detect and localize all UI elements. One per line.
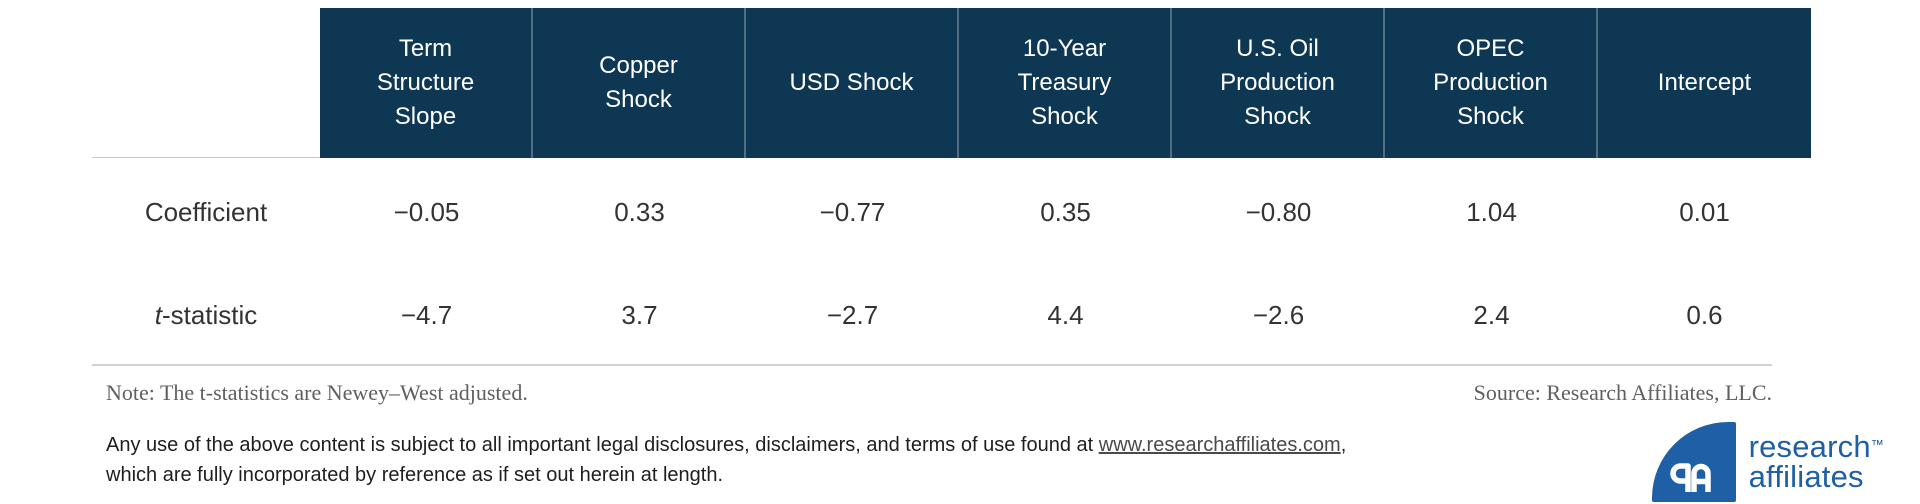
note-divider	[92, 364, 1772, 366]
table-cell: −4.7	[400, 299, 453, 330]
logo-word-research: research	[1748, 429, 1871, 464]
trademark-symbol: ™	[1870, 437, 1884, 452]
column-header-copper-shock: Copper Shock	[533, 8, 746, 158]
table-cell: −0.77	[819, 196, 886, 227]
logo-word-affiliates: affiliates	[1748, 459, 1864, 494]
table-cell: −0.05	[393, 196, 460, 227]
column-header-10-year-treasury-shock: 10-Year Treasury Shock	[959, 8, 1172, 158]
table-cell: 4.4	[1047, 299, 1084, 330]
table-cell: 1.04	[1466, 196, 1517, 227]
regression-results-table: Term Structure Slope Copper Shock USD Sh…	[92, 8, 1920, 364]
disclaimer-line2: which are fully incorporated by referenc…	[106, 464, 724, 486]
ra-logo-mark-icon	[1651, 422, 1736, 502]
row-label-t-statistic: t -statistic	[92, 266, 320, 364]
t-italic: t	[154, 299, 162, 330]
table-cell: −2.6	[1252, 299, 1305, 330]
researchaffiliates-link[interactable]: www.researchaffiliates.com	[1098, 434, 1341, 456]
table-source: Source: Research Affiliates, LLC.	[1473, 380, 1772, 405]
table-cell: −0.80	[1245, 196, 1312, 227]
research-affiliates-logo: research™ affiliates	[1651, 422, 1884, 502]
row-label-coefficient: Coefficient	[144, 196, 268, 227]
table-note: Note: The t-statistics are Newey–West ad…	[106, 380, 528, 405]
table-cell: 2.4	[1473, 299, 1510, 330]
t-statistic-rest: -statistic	[161, 299, 258, 330]
table-cell: 0.33	[614, 196, 665, 227]
column-header-intercept: Intercept	[1598, 8, 1811, 158]
table-cell: −2.7	[826, 299, 879, 330]
table-cell: 3.7	[621, 299, 658, 330]
table-corner-cell	[92, 8, 320, 158]
column-header-term-structure-slope: Term Structure Slope	[320, 8, 533, 158]
disclaimer-text-before-link: Any use of the above content is subject …	[106, 434, 1099, 456]
table-cell: 0.6	[1686, 299, 1723, 330]
column-header-us-oil-production-shock: U.S. Oil Production Shock	[1172, 8, 1385, 158]
column-header-opec-production-shock: OPEC Production Shock	[1385, 8, 1598, 158]
table-cell: 0.35	[1040, 196, 1091, 227]
table-cell: 0.01	[1679, 196, 1730, 227]
disclaimer-text-after-link: ,	[1340, 434, 1347, 456]
legal-disclaimer: Any use of the above content is subject …	[106, 426, 1346, 490]
logo-wordmark: research™ affiliates	[1748, 429, 1884, 494]
ra-monogram-icon	[1669, 463, 1711, 492]
column-header-usd-shock: USD Shock	[746, 8, 959, 158]
